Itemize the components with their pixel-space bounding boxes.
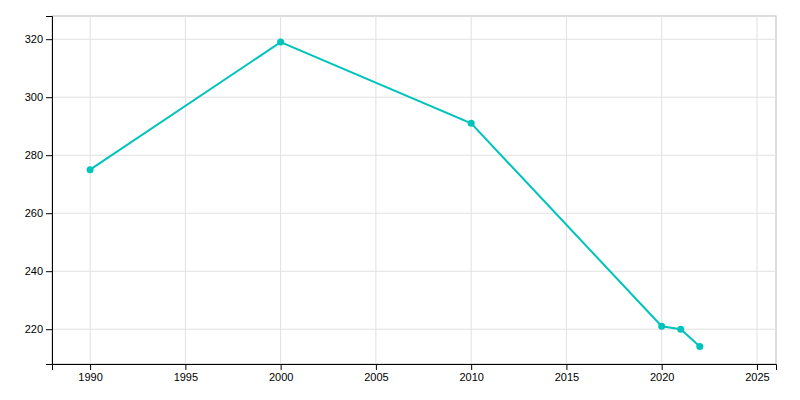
line: [90, 42, 700, 347]
tick-mark: [566, 364, 567, 370]
tick: 2005: [364, 364, 388, 383]
tick-mark: [90, 364, 91, 370]
x-axis: 1990 1995 2000 2005 2010 2015 2020 2025: [53, 364, 777, 383]
tick: 280: [25, 149, 52, 161]
tick-mark: [662, 364, 663, 370]
grid-line: [52, 97, 776, 98]
tick-mark: [46, 155, 52, 156]
tick-label: 2015: [555, 371, 579, 383]
tick-mark: [46, 97, 52, 98]
plot-frame: [52, 16, 776, 364]
grid-line: [90, 16, 91, 364]
tick-mark: [46, 39, 52, 40]
tick-mark: [376, 364, 377, 370]
grid-line: [185, 16, 186, 364]
point: [696, 343, 703, 350]
tick-label: 260: [25, 207, 43, 219]
tick-label: 1990: [78, 371, 102, 383]
axis-line: [46, 17, 53, 365]
tick: 240: [25, 265, 52, 277]
grid-line: [471, 16, 472, 364]
chart: 1990 1995 2000 2005 2010 2015 2020 2025 220 240 26…: [0, 0, 800, 400]
tick-label: 2020: [650, 371, 674, 383]
grid-line: [52, 213, 776, 214]
tick-label: 280: [25, 149, 43, 161]
marks: [87, 39, 704, 351]
tick-label: 320: [25, 33, 43, 45]
grid-line: [661, 16, 662, 364]
tick-label: 1995: [174, 371, 198, 383]
grid-line: [375, 16, 376, 364]
tick-label: 240: [25, 265, 43, 277]
tick-mark: [46, 213, 52, 214]
point: [658, 323, 665, 330]
axis-line: [53, 365, 777, 371]
tick-label: 2000: [269, 371, 293, 383]
tick-mark: [281, 364, 282, 370]
tick-label: 2010: [459, 371, 483, 383]
point: [468, 120, 475, 127]
tick: 1995: [174, 364, 198, 383]
tick-mark: [185, 364, 186, 370]
tick-label: 2025: [745, 371, 769, 383]
tick: 260: [25, 207, 52, 219]
point: [677, 326, 684, 333]
tick: 1990: [78, 364, 102, 383]
grid-line: [52, 39, 776, 40]
tick: 220: [25, 323, 52, 335]
grid-line: [52, 155, 776, 156]
tick: 300: [25, 91, 52, 103]
tick-mark: [757, 364, 758, 370]
grid-line: [566, 16, 567, 364]
tick-label: 300: [25, 91, 43, 103]
tick: 2025: [745, 364, 769, 383]
grid-line: [280, 16, 281, 364]
plot: 1990 1995 2000 2005 2010 2015 2020 2025 220 240 26…: [25, 16, 777, 383]
point: [277, 39, 284, 46]
tick-mark: [46, 329, 52, 330]
tick: 320: [25, 33, 52, 45]
tick-label: 2005: [364, 371, 388, 383]
tick-mark: [471, 364, 472, 370]
tick: 2020: [650, 364, 674, 383]
grid-line: [756, 16, 757, 364]
y-axis: 220 240 260 280 300 320: [25, 17, 53, 365]
tick: 2015: [555, 364, 579, 383]
grid: [52, 16, 776, 364]
grid-line: [52, 329, 776, 330]
point: [87, 166, 94, 173]
tick-label: 220: [25, 323, 43, 335]
tick: 2010: [459, 364, 483, 383]
tick-mark: [46, 271, 52, 272]
tick: 2000: [269, 364, 293, 383]
grid-line: [52, 271, 776, 272]
